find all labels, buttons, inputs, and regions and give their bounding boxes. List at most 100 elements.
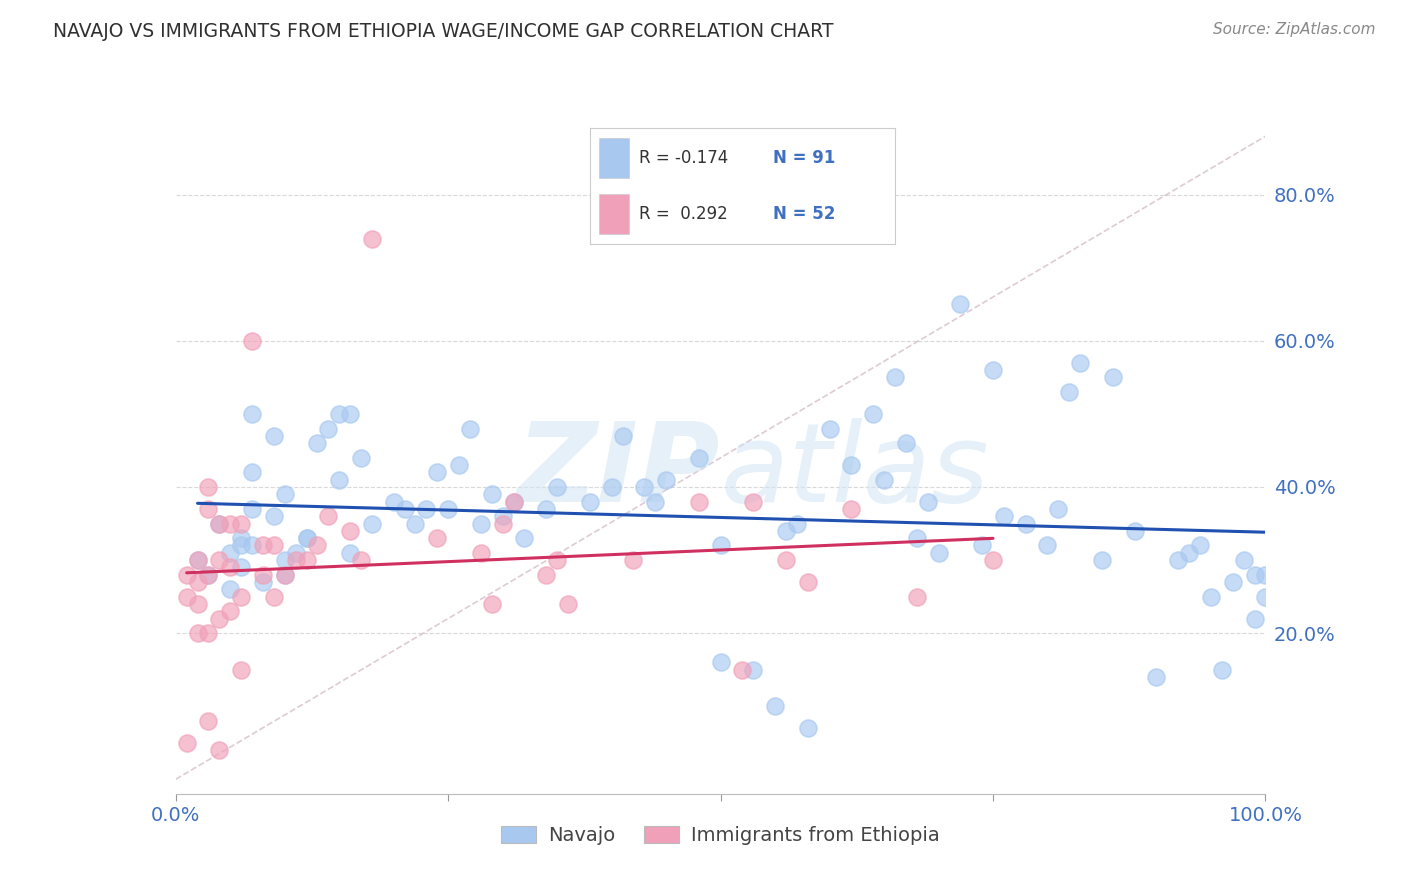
Point (186, 553, 209, 567)
Point (1189, 538, 1212, 552)
Point (970, 538, 993, 552)
Point (546, 480, 568, 494)
Point (208, 611, 231, 625)
Point (470, 516, 492, 531)
Point (197, 714, 219, 728)
Point (600, 480, 623, 494)
Point (775, 524, 797, 538)
Point (1102, 370, 1125, 384)
Point (1015, 516, 1038, 531)
Point (534, 567, 557, 582)
Point (208, 516, 231, 531)
Point (274, 567, 297, 582)
Point (176, 736, 198, 750)
Point (240, 334, 263, 348)
Point (502, 494, 524, 508)
Point (318, 421, 340, 435)
Point (688, 450, 710, 465)
Point (240, 466, 263, 480)
Point (481, 597, 503, 611)
Point (1254, 567, 1277, 582)
Point (1254, 590, 1277, 604)
Point (841, 502, 863, 516)
Point (731, 663, 754, 677)
Point (231, 538, 253, 552)
Point (240, 407, 263, 421)
Point (339, 407, 361, 421)
Point (1232, 553, 1256, 567)
Point (415, 502, 437, 516)
Point (339, 546, 361, 560)
Point (655, 473, 678, 487)
Point (644, 494, 666, 508)
Point (1222, 574, 1244, 589)
Point (786, 516, 808, 531)
Point (742, 663, 765, 677)
Point (1211, 663, 1233, 677)
Point (492, 516, 515, 531)
Point (710, 656, 733, 670)
Point (862, 407, 884, 421)
Point (208, 553, 231, 567)
Point (1199, 590, 1222, 604)
Point (263, 538, 285, 552)
Point (492, 509, 515, 524)
Point (1123, 524, 1146, 538)
Point (394, 502, 416, 516)
Point (557, 597, 579, 611)
Point (710, 538, 733, 552)
Point (295, 531, 318, 545)
Point (905, 531, 928, 545)
Point (274, 567, 297, 582)
Point (240, 538, 263, 552)
Point (318, 509, 340, 524)
Point (284, 553, 307, 567)
Point (350, 450, 373, 465)
Point (796, 721, 818, 735)
Point (219, 604, 242, 618)
Point (796, 574, 818, 589)
Point (231, 531, 253, 545)
Text: ZIP: ZIP (517, 417, 721, 524)
Point (197, 480, 219, 494)
Point (240, 502, 263, 516)
Point (1178, 546, 1201, 560)
Point (633, 480, 655, 494)
Point (917, 494, 939, 508)
Point (263, 590, 285, 604)
Point (252, 574, 274, 589)
Point (252, 538, 274, 552)
Text: atlas: atlas (721, 417, 990, 524)
Point (219, 546, 242, 560)
Point (186, 553, 209, 567)
Point (231, 560, 253, 574)
Point (186, 597, 209, 611)
Point (339, 524, 361, 538)
Point (231, 590, 253, 604)
Point (426, 531, 449, 545)
Legend: Navajo, Immigrants from Ethiopia: Navajo, Immigrants from Ethiopia (494, 818, 948, 853)
Point (579, 494, 602, 508)
Point (894, 436, 917, 450)
Point (841, 458, 863, 472)
Point (1167, 553, 1189, 567)
Point (274, 487, 297, 501)
Point (502, 494, 524, 508)
Point (328, 473, 350, 487)
Point (360, 516, 382, 531)
Point (928, 546, 950, 560)
Point (688, 494, 710, 508)
Point (458, 421, 481, 435)
Point (307, 436, 329, 450)
Point (981, 553, 1004, 567)
Point (981, 363, 1004, 377)
Point (742, 494, 765, 508)
Point (405, 516, 427, 531)
Point (219, 582, 242, 597)
Point (263, 509, 285, 524)
Point (612, 429, 634, 443)
Point (1091, 553, 1114, 567)
Point (1047, 502, 1070, 516)
Point (231, 516, 253, 531)
Point (993, 509, 1015, 524)
